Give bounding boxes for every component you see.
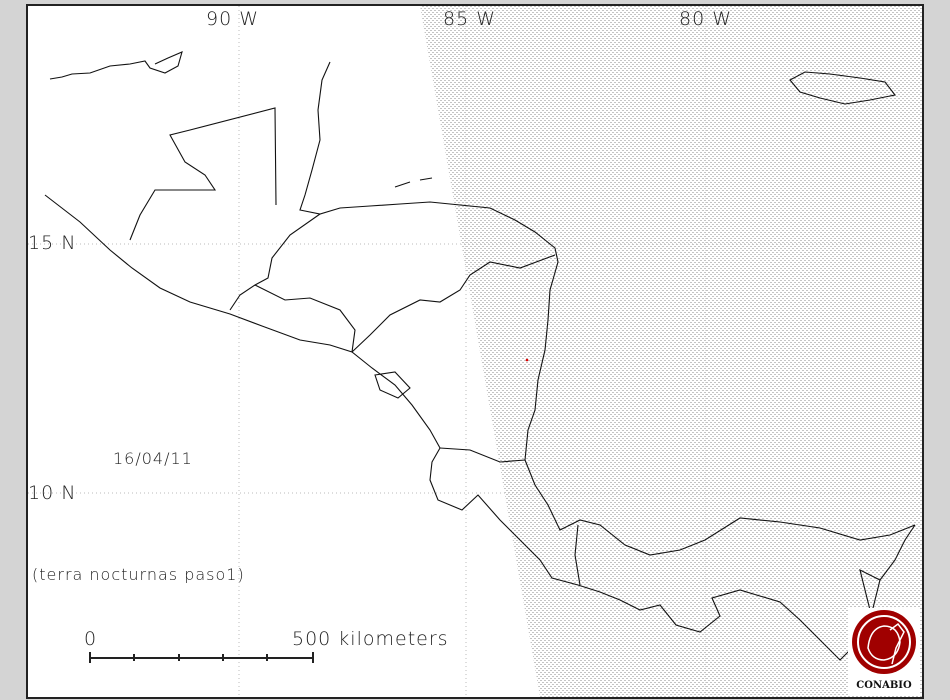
conabio-emblem-icon [852, 610, 916, 674]
coastlines [44, 51, 916, 661]
graticule [28, 6, 922, 697]
bay-islands [394, 177, 433, 188]
pass-label: (terra nocturnas paso1) [32, 565, 245, 584]
date-label: 16/04/11 [113, 449, 193, 468]
latitude-label-10n: 10 N [28, 482, 77, 504]
jamaica [789, 71, 896, 105]
border-costarica-panama [574, 524, 581, 586]
scale-end-label: 500 kilometers [292, 628, 449, 650]
conabio-logo: CONABIO [848, 608, 920, 696]
scale-start-label: 0 [84, 628, 98, 650]
longitude-label-90w: 90 W [206, 8, 260, 30]
border-nicaragua-costarica [439, 447, 526, 463]
lake-nicaragua [374, 371, 411, 399]
longitude-label-85w: 85 W [443, 8, 497, 30]
fire-hotspot [525, 358, 529, 362]
logo-text: CONABIO [856, 680, 912, 691]
border-guatemala-honduras [229, 213, 321, 311]
latitude-label-15n: 15 N [28, 232, 77, 254]
yucatan-coast [49, 51, 183, 80]
border-honduras-nicaragua [351, 254, 556, 353]
scale-bar [89, 652, 314, 663]
border-elsalvador-honduras [254, 284, 356, 353]
caribbean-coast [299, 61, 916, 556]
border-mexico-guatemala [129, 107, 277, 241]
pacific-coast [44, 194, 916, 661]
longitude-label-80w: 80 W [679, 8, 733, 30]
